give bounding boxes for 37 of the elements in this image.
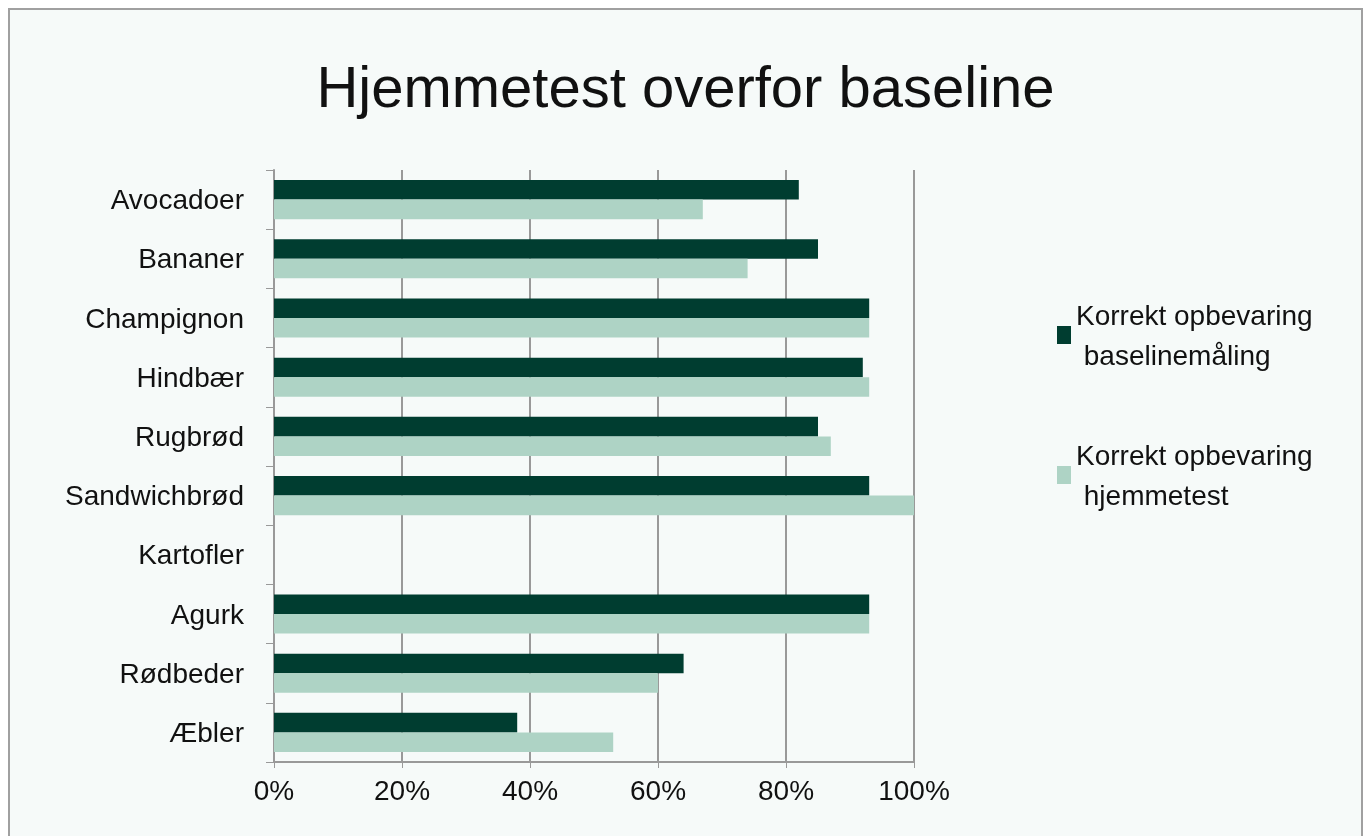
bar	[274, 298, 870, 318]
bar	[274, 357, 863, 378]
bar	[274, 377, 870, 397]
y-tick-label: Sandwichbrød	[65, 480, 244, 512]
bar	[274, 258, 748, 279]
x-tick-label: 100%	[878, 774, 950, 806]
x-tick-label: 20%	[373, 774, 431, 806]
legend-label: Korrekt opbevaring baselinemåling	[1076, 299, 1313, 371]
bar	[274, 318, 870, 338]
bar	[274, 732, 614, 752]
bar	[274, 476, 870, 496]
y-tick-label: Rødbeder	[119, 657, 244, 689]
bar	[274, 436, 831, 456]
bar	[274, 199, 703, 220]
bar	[274, 614, 870, 634]
y-tick-label: Bananer	[138, 243, 244, 275]
y-tick-label: Avocadoer	[110, 184, 244, 216]
y-tick-label: Kartofler	[138, 539, 244, 571]
bar	[274, 653, 684, 674]
y-tick-label: Champignon	[85, 302, 244, 334]
legend-label: Korrekt opbevaring hjemmetest	[1076, 439, 1313, 511]
y-tick-label: Agurk	[170, 598, 245, 630]
bar	[274, 416, 818, 437]
y-tick-label: Hindbær	[136, 361, 244, 393]
y-tick-label: Rugbrød	[135, 420, 244, 452]
bar	[274, 180, 799, 200]
bar	[274, 239, 818, 259]
y-tick-label: Æbler	[169, 716, 244, 748]
bar	[274, 712, 518, 733]
bar	[274, 673, 658, 693]
x-tick-label: 40%	[501, 774, 559, 806]
x-tick-label: 0%	[253, 774, 295, 806]
bar	[274, 495, 914, 516]
x-tick-label: 60%	[629, 774, 687, 806]
bar	[274, 594, 870, 614]
chart-title: Hjemmetest overfor baseline	[316, 53, 1055, 119]
x-tick-label: 80%	[757, 774, 815, 806]
